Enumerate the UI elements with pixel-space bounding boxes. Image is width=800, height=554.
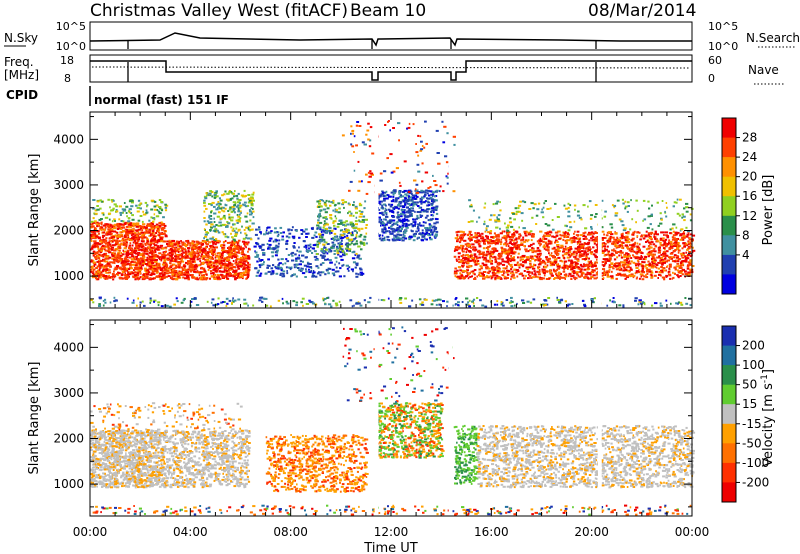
colorbar-tick-label: 16 — [742, 189, 757, 203]
power-ylabel: Slant Range [km] — [27, 154, 42, 267]
colorbar-tick-label: 50 — [742, 378, 757, 392]
colorbar-swatch — [722, 443, 736, 464]
velocity-colorbar-label: Velocity [m s-1] — [760, 369, 776, 467]
freq-label: Freq. — [4, 55, 34, 69]
nsky-panel: N.Sky 10^5 10^0 10^5 10^0 N.Search — [4, 20, 800, 53]
nsky-tick-bottom: 10^0 — [56, 40, 86, 53]
nave-tick-top: 60 — [708, 54, 722, 67]
beam-label: Beam 10 — [350, 1, 426, 21]
power-colorbar-label: Power [dB] — [761, 175, 776, 246]
cpid-text: normal (fast) 151 IF — [94, 93, 229, 107]
colorbar-swatch — [722, 215, 736, 236]
xlabel: Time UT — [363, 541, 417, 554]
freq-panel: Freq. [MHz] 18 8 60 0 Nave — [4, 54, 784, 85]
colorbar-swatch — [722, 345, 736, 366]
velocity-data — [90, 320, 696, 516]
colorbar-tick-label: 24 — [742, 150, 757, 164]
x-tick-label: 16:00 — [474, 525, 509, 539]
power-data — [90, 112, 696, 308]
nave-label: Nave — [748, 63, 779, 77]
colorbar-tick-label: -100 — [742, 456, 769, 470]
colorbar-tick-label: -15 — [742, 417, 762, 431]
power-y-axis: 1000 2000 3000 4000 — [53, 116, 692, 300]
velocity-x-axis — [89, 320, 693, 516]
y-tick-label: 2000 — [53, 224, 84, 238]
time-axis-labels: 00:00 04:00 08:00 12:00 16:00 20:00 00:00 — [73, 525, 710, 539]
x-tick-label: 20:00 — [574, 525, 609, 539]
colorbar-swatch — [722, 118, 736, 139]
y-tick-label: 3000 — [53, 178, 84, 192]
colorbar-tick-label: -200 — [742, 475, 769, 489]
velocity-colorbar: 200 100 50 15 -15 -50 -100 -200 — [721, 325, 769, 503]
x-tick-label: 00:00 — [675, 525, 710, 539]
colorbar-swatch — [722, 404, 736, 425]
x-tick-label: 00:00 — [73, 525, 108, 539]
colorbar-tick-label: 20 — [742, 170, 757, 184]
colorbar-swatch — [722, 157, 736, 178]
colorbar-swatch — [722, 274, 736, 295]
power-x-axis — [89, 112, 693, 308]
colorbar-swatch — [722, 384, 736, 405]
velocity-y-axis: 1000 2000 3000 4000 — [53, 324, 692, 508]
colorbar-tick-label: 4 — [742, 248, 750, 262]
y-tick-label: 1000 — [53, 269, 84, 283]
y-tick-label: 1000 — [53, 477, 84, 491]
nsearch-tick-bottom: 10^0 — [708, 40, 738, 53]
velocity-panel: 1000 2000 3000 4000 Slant Range [km] 200 100… — [27, 319, 776, 517]
figure-title: Christmas Valley West (fitACF) — [90, 1, 348, 21]
nsky-tick-top: 10^5 — [56, 20, 86, 33]
freq-unit-label: [MHz] — [4, 68, 39, 82]
colorbar-swatch — [722, 365, 736, 386]
y-tick-label: 4000 — [53, 132, 84, 146]
cpid-label: CPID — [6, 88, 38, 102]
nsky-trace — [89, 32, 692, 49]
colorbar-tick-label: 100 — [742, 358, 765, 372]
freq-tick-top: 18 — [60, 54, 74, 67]
y-tick-label: 3000 — [53, 386, 84, 400]
x-tick-label: 04:00 — [173, 525, 208, 539]
nsearch-tick-top: 10^5 — [708, 20, 738, 33]
colorbar-swatch — [722, 137, 736, 158]
colorbar-swatch — [722, 423, 736, 444]
colorbar-swatch — [722, 176, 736, 197]
colorbar-tick-label: 15 — [742, 397, 757, 411]
colorbar-tick-label: -50 — [742, 436, 762, 450]
colorbar-tick-label: 28 — [742, 131, 757, 145]
colorbar-swatch — [722, 462, 736, 483]
colorbar-tick-label: 200 — [742, 339, 765, 353]
colorbar-swatch — [722, 254, 736, 275]
velocity-ylabel: Slant Range [km] — [27, 362, 42, 475]
x-tick-label: 12:00 — [374, 525, 409, 539]
nsky-label: N.Sky — [4, 31, 38, 45]
colorbar-tick-label: 12 — [742, 209, 757, 223]
colorbar-swatch — [722, 482, 736, 503]
nsearch-label: N.Search — [746, 31, 800, 45]
y-tick-label: 2000 — [53, 432, 84, 446]
colorbar-tick-label: 8 — [742, 228, 750, 242]
cpid-panel: CPID normal (fast) 151 IF — [6, 86, 229, 107]
nave-tick-bottom: 0 — [708, 72, 715, 85]
date-label: 08/Mar/2014 — [588, 1, 696, 21]
power-panel: 1000 2000 3000 4000 Slant Range [km] 28 24 20… — [27, 111, 776, 309]
colorbar-swatch — [722, 326, 736, 347]
colorbar-swatch — [722, 196, 736, 217]
power-colorbar: 28 24 20 16 12 8 4 — [721, 117, 757, 295]
y-tick-label: 4000 — [53, 340, 84, 354]
freq-trace — [90, 60, 692, 82]
colorbar-swatch — [722, 235, 736, 256]
freq-tick-bottom: 8 — [64, 72, 71, 85]
x-tick-label: 08:00 — [273, 525, 308, 539]
